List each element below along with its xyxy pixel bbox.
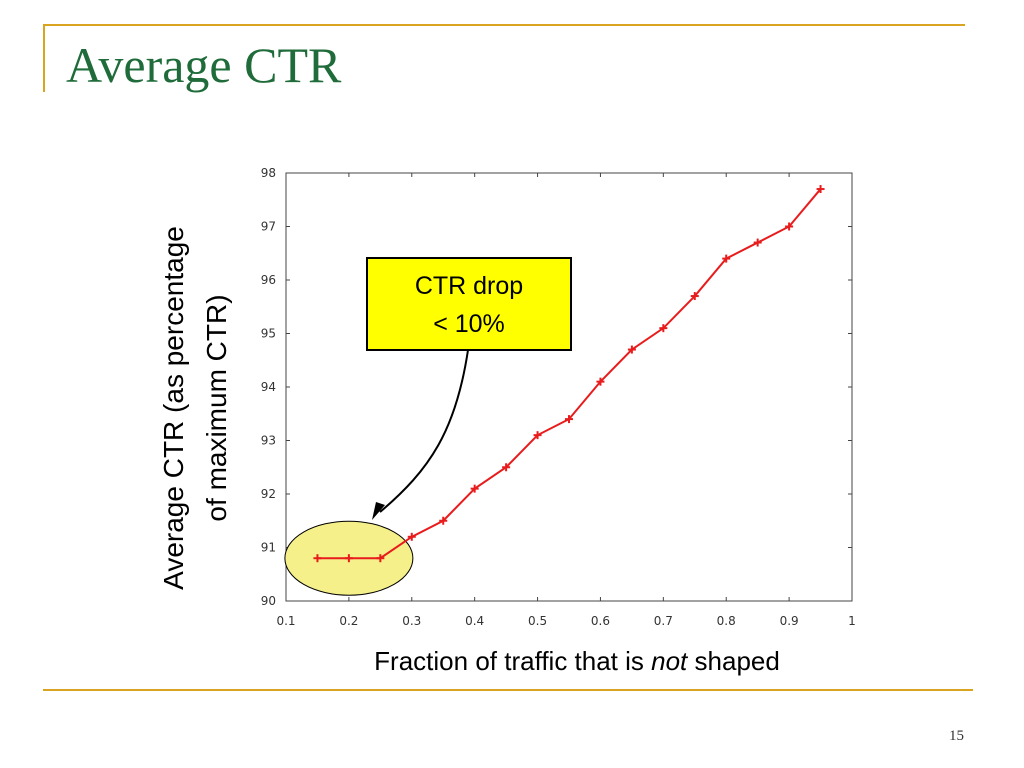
y-tick-label: 93 [261,434,276,448]
data-point-marker [376,554,385,563]
x-tick-label: 0.6 [591,614,610,628]
data-point-marker [470,484,479,493]
x-tick-label: 0.3 [402,614,421,628]
data-point-marker [502,463,511,472]
data-point-marker [596,377,605,386]
data-point-marker [753,238,762,247]
page-number: 15 [949,728,964,744]
data-point-marker [565,415,573,424]
x-axis-label-part-3: shaped [687,646,780,676]
x-axis-label-emphasis: not [651,646,689,676]
callout-arrow [379,349,469,513]
x-tick-label: 0.4 [465,614,484,628]
x-axis-label-part-1: Fraction of traffic that is [374,646,651,676]
x-tick-label: 0.9 [780,614,799,628]
x-tick-label: 0.8 [717,614,736,628]
y-tick-label: 90 [261,594,276,608]
x-tick-label: 0.2 [339,614,358,628]
slide-title: Average CTR [66,37,342,93]
data-point-marker [344,554,353,563]
y-tick-label: 98 [261,166,276,180]
x-tick-labels: 0.1 0.2 0.3 0.4 0.5 0.6 0.7 0.8 0.9 1 [276,614,855,628]
data-point-marker [313,554,322,563]
data-point-marker [816,185,825,194]
title-accent-bar [43,24,45,92]
data-point-marker [722,254,731,263]
y-tick-labels: 90 91 92 93 94 95 96 97 98 [261,166,276,608]
y-axis-label-line-1: Average CTR (as percentage [158,226,189,590]
data-point-marker [439,516,448,525]
callout-text-line-1: CTR drop [415,272,523,300]
data-point-marker [690,292,699,301]
callout-text-line-2: < 10% [433,310,505,338]
title-accent-rule [43,24,965,26]
y-tick-label: 95 [261,327,276,341]
axis-ticks [285,172,853,602]
data-point-marker [659,324,668,333]
callout-arrowhead [372,502,385,520]
data-point-marker [627,345,636,354]
y-axis-label-line-2: of maximum CTR) [201,294,232,521]
y-tick-label: 94 [261,380,276,394]
x-tick-label: 0.7 [654,614,673,628]
x-tick-label: 0.5 [528,614,547,628]
y-tick-label: 96 [261,273,276,287]
x-tick-label: 1 [848,614,856,628]
callout-box [366,257,572,351]
footer-rule [43,689,973,691]
data-point-marker [785,222,794,231]
data-point-marker [533,431,542,440]
series-markers [313,185,825,563]
x-tick-label: 0.1 [276,614,295,628]
data-point-marker [407,532,416,541]
y-tick-label: 91 [261,541,276,555]
y-tick-label: 97 [261,220,276,234]
x-axis-label: Fraction of traffic that is not shaped [374,646,780,676]
y-tick-label: 92 [261,487,276,501]
